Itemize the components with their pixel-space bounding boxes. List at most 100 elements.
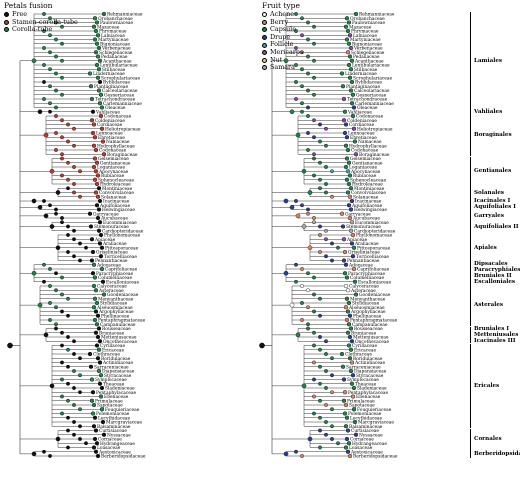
internal-node (324, 403, 328, 407)
internal-node (300, 33, 304, 38)
order-label: Apiales (474, 244, 497, 251)
taxon-label: Phellinaceae (353, 314, 382, 319)
legend-item: Free (4, 10, 78, 19)
internal-node (72, 190, 76, 195)
clade-node (289, 205, 295, 210)
internal-node (336, 245, 340, 250)
tip-node (350, 92, 356, 97)
taxon-label: Griseliniaceae (348, 251, 380, 256)
fruit-type-tree: RehmanniaceaeOrobanchaceaePaulowniaceaeM… (259, 11, 398, 460)
tip-node (97, 198, 103, 204)
internal-node (294, 279, 298, 284)
internal-node (78, 390, 82, 395)
taxon-label: Theaceae (355, 382, 377, 387)
tip-node (350, 113, 356, 119)
tip-node (100, 419, 106, 425)
internal-node (42, 262, 46, 267)
taxon-label: Hydrangeaceae (100, 442, 135, 447)
taxon-label: Griseliniaceae (96, 251, 128, 256)
legend-item: Samara (262, 64, 303, 72)
internal-node (54, 211, 58, 216)
taxon-label: Plantaginaceae (346, 85, 381, 90)
clade-node (295, 213, 301, 219)
internal-node (294, 262, 298, 267)
tip-node (343, 262, 349, 267)
tip-node (87, 71, 93, 76)
taxon-label: Goodeniaceae (359, 293, 391, 298)
tip-node (98, 394, 104, 399)
taxon-label: Balsaminaceae (97, 425, 131, 430)
taxon-label: Hydrophyllaceae (349, 144, 387, 149)
taxon-label: Solanaceae (353, 195, 379, 200)
tip-node (351, 385, 357, 391)
internal-node (54, 322, 58, 327)
tip-node (93, 330, 99, 335)
internal-node (300, 16, 304, 21)
internal-node (306, 131, 310, 135)
taxon-label: Tetrachondraceae (347, 98, 388, 103)
legend-dot-icon (262, 42, 267, 48)
internal-node (60, 220, 64, 225)
legend-item: Mericarps (262, 48, 303, 57)
tip-node (345, 190, 351, 195)
tip-node (97, 381, 103, 386)
taxon-label: Stemonuraceae (346, 225, 381, 230)
order-bracket (470, 326, 471, 344)
taxon-label: Carlemanniaceae (103, 102, 142, 107)
internal-node (42, 279, 46, 284)
tip-node (344, 177, 350, 182)
internal-node (312, 220, 316, 225)
taxon-label: Diapensiaceae (354, 370, 387, 375)
order-label: Solanales (474, 189, 505, 196)
taxon-label: Martyniaceae (98, 38, 129, 43)
tip-node (347, 334, 353, 340)
tip-node (344, 275, 350, 280)
taxon-label: Asteraceae (98, 289, 124, 294)
order-label: Icacinales I (474, 198, 511, 204)
internal-node (306, 271, 310, 276)
internal-node (66, 335, 70, 339)
internal-node (318, 296, 322, 301)
taxon-label: Nyssaceae (359, 433, 383, 438)
taxon-label: Loasaceae (349, 446, 373, 451)
taxon-label: Columelliaceae (350, 276, 385, 281)
tip-node (91, 164, 97, 170)
taxon-label: Pedaliaceae (353, 55, 380, 60)
taxon-label: Caprifoliaceae (357, 268, 390, 273)
clade-node (301, 383, 307, 389)
tip-node (96, 186, 102, 191)
taxon-label: Bruniaceae (351, 331, 377, 336)
order-label: Metteniusales (474, 331, 519, 338)
taxon-label: Alseuosmiaceae (348, 306, 385, 311)
internal-node (312, 156, 316, 161)
internal-node (318, 224, 322, 229)
internal-node (54, 288, 58, 293)
tip-node (348, 347, 354, 352)
tip-node (94, 322, 100, 327)
tip-node (339, 71, 345, 76)
taxon-label: Loasaceae (97, 446, 121, 451)
taxon-label: Styracaceae (356, 374, 384, 379)
taxon-label: Sapotaceae (97, 404, 123, 409)
legend-label: Corolla-tube (12, 25, 53, 34)
internal-node (324, 339, 328, 344)
tip-node (342, 130, 348, 136)
tip-node (349, 198, 355, 204)
internal-node (66, 364, 70, 369)
legend-dot-icon (262, 50, 267, 56)
taxon-label: Cardiopteridaceae (102, 229, 144, 234)
internal-node (312, 360, 316, 365)
internal-node (318, 364, 322, 369)
taxon-label: Argophyllaceae (98, 310, 134, 315)
internal-node (60, 24, 64, 29)
tip-node (339, 351, 345, 357)
internal-node (294, 199, 298, 203)
taxon-label: Vahliaceae (347, 110, 372, 115)
taxon-label: Campanulaceae (352, 323, 388, 328)
internal-node (324, 126, 328, 131)
taxon-label: Pittosporaceae (105, 246, 139, 251)
tip-node (350, 254, 356, 259)
internal-node (324, 190, 328, 195)
tip-node (97, 220, 103, 225)
taxon-label: Icacinaceae (103, 200, 130, 205)
